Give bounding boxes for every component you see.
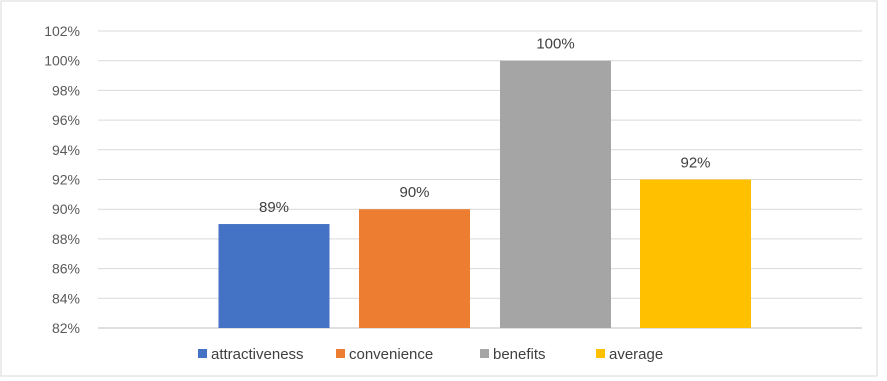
bar-convenience [359, 209, 470, 328]
legend: attractiveness convenience benefits average [198, 346, 663, 363]
y-tick-label: 102% [44, 23, 80, 39]
legend-label-convenience: convenience [349, 346, 433, 363]
bar-benefits [500, 60, 611, 328]
y-tick-label: 96% [52, 112, 80, 128]
data-labels: 89% 90% 100% 92% [259, 36, 711, 216]
y-tick-label: 82% [52, 320, 80, 336]
legend-swatch-convenience [336, 349, 345, 358]
legend-swatch-average [596, 349, 605, 358]
bars [218, 60, 751, 328]
data-label-average: 92% [680, 155, 710, 172]
y-axis-tick-labels: 82% 84% 86% 88% 90% 92% 94% 96% 98% 100% 102% [44, 23, 80, 336]
legend-label-attractiveness: attractiveness [211, 346, 304, 363]
legend-swatch-attractiveness [198, 349, 207, 358]
legend-label-average: average [609, 346, 663, 363]
y-tick-label: 90% [52, 201, 80, 217]
y-tick-label: 94% [52, 142, 80, 158]
legend-label-benefits: benefits [493, 346, 546, 363]
y-tick-label: 86% [52, 261, 80, 277]
y-tick-label: 92% [52, 172, 80, 188]
data-label-attractiveness: 89% [259, 199, 289, 216]
y-tick-label: 100% [44, 53, 80, 69]
bar-average [640, 179, 751, 328]
data-label-convenience: 90% [399, 184, 429, 201]
y-tick-label: 98% [52, 82, 80, 98]
y-tick-label: 84% [52, 290, 80, 306]
legend-swatch-benefits [480, 349, 489, 358]
data-label-benefits: 100% [536, 36, 574, 53]
bar-attractiveness [218, 224, 330, 328]
y-tick-label: 88% [52, 231, 80, 247]
